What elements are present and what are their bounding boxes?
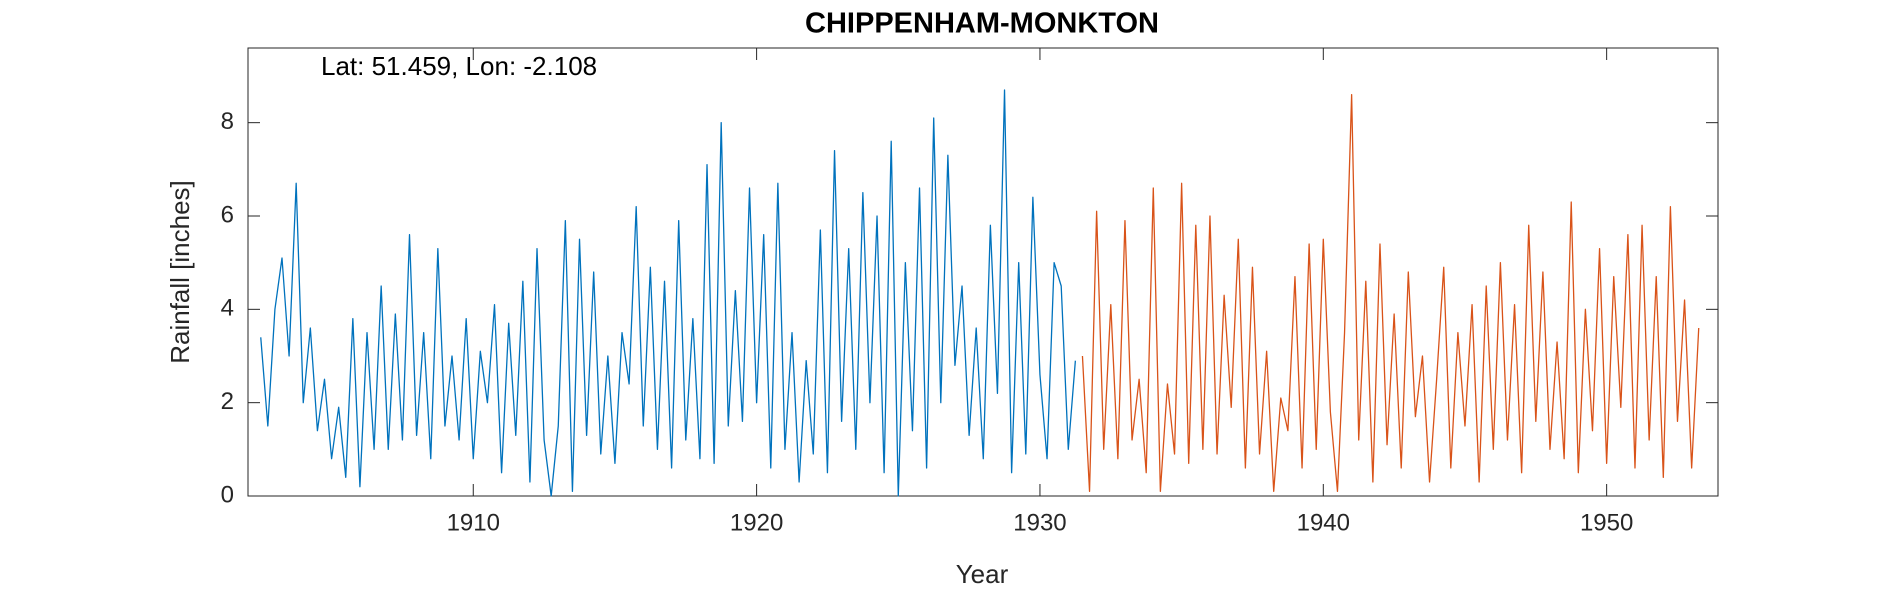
x-tick-label: 1930 (1013, 509, 1066, 536)
y-tick-label: 4 (221, 295, 234, 322)
y-tick-label: 8 (221, 108, 234, 135)
x-tick-label: 1910 (447, 509, 500, 536)
data-line (260, 89, 1077, 497)
y-axis-label: Rainfall [inches] (165, 180, 195, 364)
data-line (1081, 94, 1700, 492)
y-tick-label: 0 (221, 481, 234, 508)
y-tick-label: 6 (221, 201, 234, 228)
axes-box (247, 47, 1719, 497)
y-tick-label: 2 (221, 388, 234, 415)
chart-title: CHIPPENHAM-MONKTON (805, 8, 1159, 40)
annotation: Lat: 51.459, Lon: -2.108 (321, 51, 597, 81)
x-tick-label: 1940 (1297, 509, 1350, 536)
x-axis-label: Year (956, 559, 1009, 589)
x-tick-label: 1950 (1580, 509, 1633, 536)
x-tick-label: 1920 (730, 509, 783, 536)
